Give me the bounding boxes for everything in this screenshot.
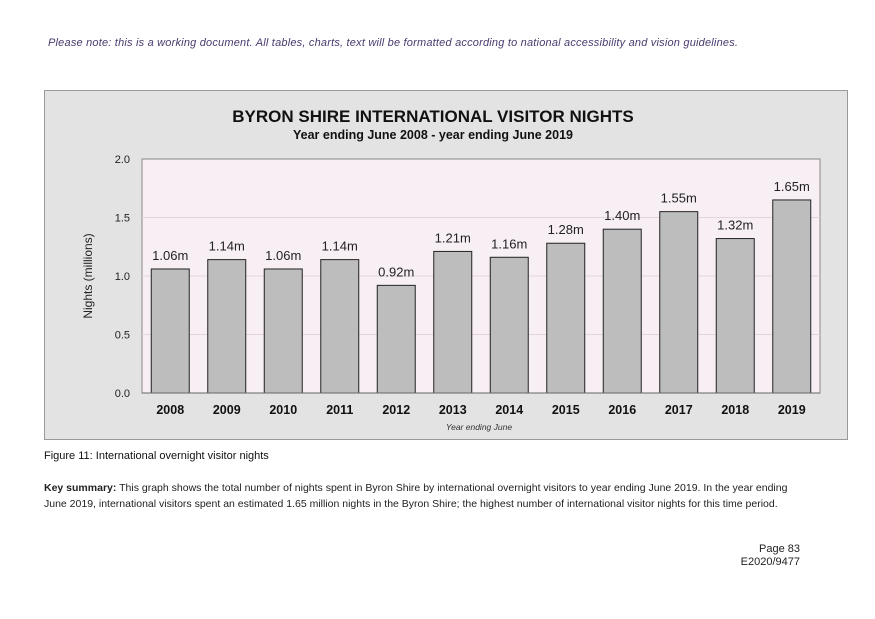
page-info: Page 83 E2020/9477 xyxy=(741,543,800,569)
key-summary-text: This graph shows the total number of nig… xyxy=(44,482,788,510)
visitor-nights-bar-chart: BYRON SHIRE INTERNATIONAL VISITOR NIGHTS… xyxy=(81,107,821,432)
bar-2010 xyxy=(263,268,303,394)
x-tick-label-2013: 2013 xyxy=(439,403,467,417)
bar-2008 xyxy=(150,268,190,394)
x-tick-label-2019: 2019 xyxy=(778,403,806,417)
x-tick-label-2014: 2014 xyxy=(495,403,523,417)
bar-2018 xyxy=(715,238,755,394)
y-tick-label: 0.0 xyxy=(115,388,130,400)
data-label-2019: 1.65m xyxy=(774,179,810,194)
data-label-2010: 1.06m xyxy=(265,248,301,263)
bar-2013 xyxy=(433,250,473,394)
data-label-2009: 1.14m xyxy=(209,239,245,254)
x-tick-label-2018: 2018 xyxy=(721,403,749,417)
x-tick-label-2008: 2008 xyxy=(156,403,184,417)
key-summary: Key summary: This graph shows the total … xyxy=(44,480,804,512)
x-tick-label-2016: 2016 xyxy=(608,403,636,417)
data-label-2013: 1.21m xyxy=(435,230,471,245)
x-tick-label-2012: 2012 xyxy=(382,403,410,417)
figure-caption: Figure 11: International overnight visit… xyxy=(44,450,269,462)
key-summary-label: Key summary: xyxy=(44,482,117,494)
x-tick-label-2015: 2015 xyxy=(552,403,580,417)
y-tick-label: 0.5 xyxy=(115,330,130,342)
y-tick-label: 2.0 xyxy=(115,154,130,166)
data-label-2016: 1.40m xyxy=(604,208,640,223)
bar-2016 xyxy=(602,228,642,394)
bar-2009 xyxy=(207,259,247,394)
data-label-2011: 1.14m xyxy=(322,239,358,254)
x-axis-title: Year ending June xyxy=(446,422,512,432)
bar-2019 xyxy=(772,199,812,394)
bar-2014 xyxy=(489,256,529,394)
bar-2015 xyxy=(546,242,586,394)
document-reference: E2020/9477 xyxy=(740,556,800,568)
working-document-note: Please note: this is a working document.… xyxy=(48,37,739,49)
bar-2017 xyxy=(659,211,699,394)
chart-title: BYRON SHIRE INTERNATIONAL VISITOR NIGHTS xyxy=(232,107,633,126)
x-tick-label-2010: 2010 xyxy=(269,403,297,417)
data-label-2018: 1.32m xyxy=(717,218,753,233)
bar-2012 xyxy=(376,284,416,394)
data-label-2017: 1.55m xyxy=(661,191,697,206)
y-tick-label: 1.5 xyxy=(115,213,130,225)
page-number: Page 83 xyxy=(759,543,800,555)
data-label-2012: 0.92m xyxy=(378,264,414,279)
chart-subtitle: Year ending June 2008 - year ending June… xyxy=(293,128,573,142)
y-axis-title: Nights (millions) xyxy=(81,233,95,318)
y-tick-label: 1.0 xyxy=(115,271,130,283)
data-label-2014: 1.16m xyxy=(491,236,527,251)
chart-frame: BYRON SHIRE INTERNATIONAL VISITOR NIGHTS… xyxy=(44,90,848,440)
x-tick-label-2011: 2011 xyxy=(326,403,353,417)
x-tick-label-2017: 2017 xyxy=(665,403,693,417)
data-label-2008: 1.06m xyxy=(152,248,188,263)
bar-2011 xyxy=(320,259,360,394)
x-tick-label-2009: 2009 xyxy=(213,403,241,417)
data-label-2015: 1.28m xyxy=(548,222,584,237)
